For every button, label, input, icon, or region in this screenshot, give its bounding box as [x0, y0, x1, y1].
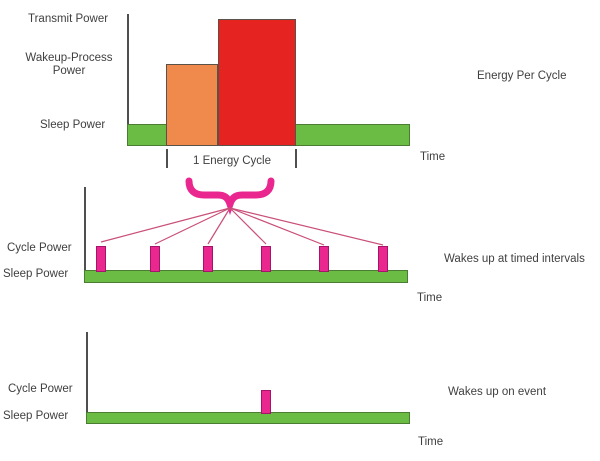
wakeup-pulse	[261, 246, 271, 272]
fan-line	[229, 207, 384, 246]
wakeup-process-power-label: Wakeup-Process Power	[25, 52, 113, 77]
time-label-mid: Time	[417, 292, 443, 304]
wakeup-pulse	[203, 246, 213, 272]
wakeup-pulse	[378, 246, 388, 272]
sleep-power-label-bottom: Sleep Power	[3, 410, 69, 422]
wakeup-pulse	[96, 246, 106, 272]
wakeup-pulse	[150, 246, 160, 272]
timed-intervals-caption: Wakes up at timed intervals	[444, 253, 585, 265]
sleep-power-label-mid: Sleep Power	[3, 268, 69, 280]
time-label-bottom: Time	[418, 436, 444, 448]
sleep-power-bar-bottom	[86, 412, 410, 424]
cycle-power-label-mid: Cycle Power	[7, 242, 72, 254]
wakeup-process-bar	[166, 64, 218, 146]
energy-per-cycle-caption: Energy Per Cycle	[477, 70, 567, 82]
sleep-power-label-top: Sleep Power	[40, 119, 106, 131]
fan-line	[100, 207, 231, 243]
cycle-span-tick-right	[295, 149, 297, 168]
brace-and-fan-lines	[100, 177, 384, 246]
wakes-on-event-caption: Wakes up on event	[448, 386, 547, 398]
y-axis-top-chart	[127, 14, 129, 146]
fan-line	[154, 207, 231, 245]
fan-line	[207, 207, 231, 245]
fan-line	[229, 207, 267, 245]
wakeup-pulse	[319, 246, 329, 272]
cycle-power-label-bottom: Cycle Power	[8, 383, 73, 395]
transmit-power-label: Transmit Power	[28, 13, 109, 25]
fan-lines	[100, 207, 384, 246]
event-wakeup-pulse	[261, 390, 271, 414]
curly-brace-icon	[185, 177, 275, 216]
y-axis-bottom-chart	[86, 332, 88, 424]
time-label-top: Time	[420, 151, 446, 163]
transmit-power-bar	[218, 19, 296, 146]
energy-cycle-span-label: 1 Energy Cycle	[193, 155, 271, 167]
y-axis-mid-chart	[84, 187, 86, 283]
cycle-span-tick-left	[166, 149, 168, 168]
sleep-power-bar-mid	[84, 270, 408, 283]
fan-line	[229, 207, 325, 246]
